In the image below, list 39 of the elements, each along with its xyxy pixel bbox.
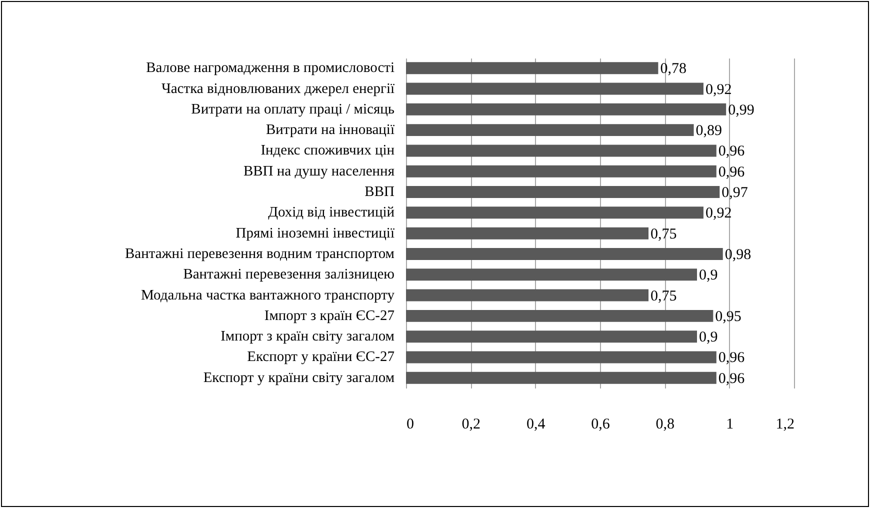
y-tick-label: Експорт у країни світу загалом: [203, 370, 394, 386]
y-tick-label: Імпорт з країн світу загалом: [220, 328, 394, 345]
data-label: 0,92: [705, 82, 732, 98]
data-label: 0,96: [718, 144, 746, 160]
data-label: 0,92: [705, 206, 732, 222]
data-label: 0,96: [718, 370, 746, 387]
y-tick-label: Дохід від інвестицій: [268, 204, 395, 221]
data-label: 0,95: [715, 308, 742, 325]
y-tick-label: Експорт у країни ЄС-27: [247, 349, 394, 366]
y-tick-label: Вантажні перевезення водним транспортом: [124, 246, 394, 262]
data-label: 0,75: [650, 288, 677, 304]
data-label: 0,98: [724, 246, 752, 263]
y-tick-label: Витрати на інновації: [266, 122, 394, 138]
data-label: 0,9: [699, 330, 718, 346]
y-tick-label: ВВП: [364, 184, 396, 200]
y-tick-label: Індекс споживчих цін: [260, 142, 395, 159]
data-label: 0,96: [718, 164, 746, 180]
data-label: 0,99: [728, 102, 754, 118]
data-label: 0,89: [696, 123, 722, 140]
y-tick-label: Прямі іноземні інвестиції: [236, 225, 394, 242]
x-tick-label: 0,2: [462, 416, 481, 432]
data-label: 0,97: [722, 185, 748, 202]
data-label: 0,75: [650, 226, 677, 242]
x-tick-label: 0: [406, 416, 414, 432]
y-tick-label: Частка відновлюваних джерел енергії: [161, 80, 394, 97]
y-tick-label: ВВП на душу населення: [243, 163, 395, 180]
y-tick-label: Валове нагромадження в промисловості: [146, 60, 394, 76]
data-label: 0,96: [718, 350, 746, 366]
y-tick-label: Витрати на оплату праці / місяць: [191, 101, 395, 118]
x-tick-label: 0,6: [591, 416, 610, 432]
data-label: 0,78: [660, 61, 686, 78]
data-label: 0,9: [699, 268, 718, 284]
x-tick-label: 1,2: [776, 416, 794, 432]
x-tick-label: 0,8: [656, 416, 675, 432]
y-tick-label: Модальна частка вантажного транспорту: [140, 287, 396, 304]
x-tick-label: 1: [726, 416, 734, 432]
y-tick-label: Імпорт з країн ЄС-27: [264, 308, 394, 324]
y-tick-label: Вантажні перевезення залізницею: [183, 266, 395, 283]
x-tick-label: 0,4: [526, 416, 546, 432]
